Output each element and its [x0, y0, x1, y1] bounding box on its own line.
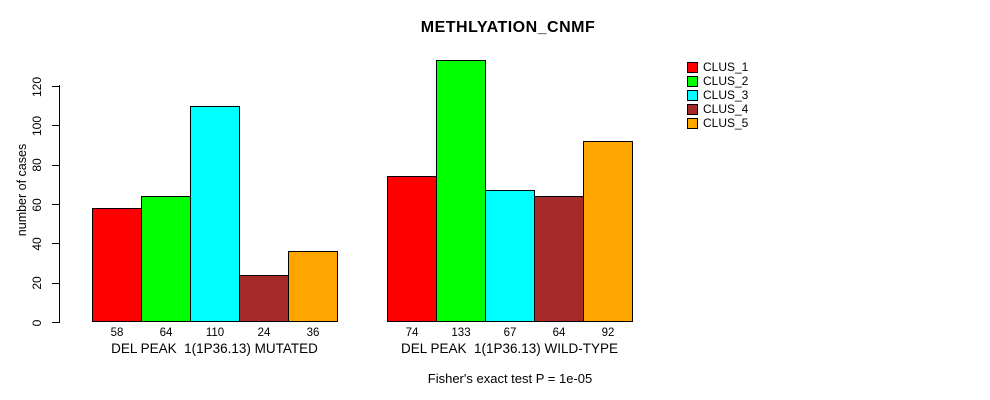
y-axis-tick-label: 40 [30, 237, 44, 251]
bar-value-label: 74 [405, 327, 419, 339]
y-axis-line [59, 85, 60, 323]
bar-clus_5-group1 [288, 251, 338, 322]
legend-label: CLUS_5 [703, 116, 749, 130]
footnote-fisher-test: Fisher's exact test P = 1e-05 [427, 371, 593, 386]
legend-item-clus_3: CLUS_3 [687, 88, 748, 102]
y-axis-tick [52, 322, 59, 323]
y-axis-tick-label: 0 [30, 319, 44, 326]
y-axis-tick [52, 204, 59, 205]
legend-item-clus_1: CLUS_1 [687, 60, 748, 74]
y-axis-tick-label: 100 [30, 115, 44, 136]
y-axis-tick [52, 86, 59, 87]
bar-clus_1-group2 [387, 176, 437, 322]
legend-label: CLUS_2 [703, 74, 749, 88]
legend-color-swatch [687, 103, 698, 115]
legend: CLUS_1 CLUS_2 CLUS_3 CLUS_4 CLUS_5 [687, 60, 748, 130]
group-label: DEL PEAK 1(1P36.13) MUTATED [111, 341, 318, 356]
chart-title: METHLYATION_CNMF [420, 19, 596, 36]
bar-clus_3-group1 [190, 106, 240, 322]
y-axis-tick [52, 164, 59, 166]
y-axis-tick-label: 120 [30, 76, 44, 97]
legend-color-swatch [687, 117, 698, 129]
legend-label: CLUS_1 [703, 60, 749, 74]
bar-clus_2-group1 [141, 196, 191, 322]
y-axis-tick-label: 20 [30, 276, 44, 290]
bar-value-label: 64 [552, 327, 566, 339]
legend-item-clus_5: CLUS_5 [687, 116, 748, 130]
legend-color-swatch [687, 75, 698, 87]
legend-item-clus_2: CLUS_2 [687, 74, 748, 88]
bar-value-label: 58 [110, 327, 124, 339]
group-label: DEL PEAK 1(1P36.13) WILD-TYPE [400, 341, 619, 356]
bar-clus_4-group1 [239, 275, 289, 322]
bar-value-label: 24 [257, 327, 271, 339]
y-axis-tick [52, 125, 59, 127]
bar-value-label: 36 [306, 327, 320, 339]
bar-clus_4-group2 [534, 196, 584, 322]
bar-clus_2-group2 [436, 60, 486, 322]
legend-label: CLUS_4 [703, 102, 749, 116]
bar-clus_1-group1 [92, 208, 142, 322]
y-axis-tick-label: 60 [30, 197, 44, 212]
bar-value-label: 133 [451, 327, 471, 339]
y-axis-tick [52, 243, 59, 245]
bar-clus_5-group2 [583, 141, 633, 322]
bar-value-label: 92 [601, 327, 615, 339]
legend-item-clus_4: CLUS_4 [687, 102, 748, 116]
bar-value-label: 64 [159, 327, 173, 339]
legend-color-swatch [687, 61, 698, 73]
bar-value-label: 110 [205, 327, 225, 339]
legend-color-swatch [687, 89, 698, 101]
bar-value-label: 67 [503, 327, 517, 339]
y-axis-tick-label: 80 [30, 158, 44, 172]
y-axis-tick [52, 282, 59, 284]
bar-clus_3-group2 [485, 190, 535, 322]
legend-label: CLUS_3 [703, 88, 749, 102]
